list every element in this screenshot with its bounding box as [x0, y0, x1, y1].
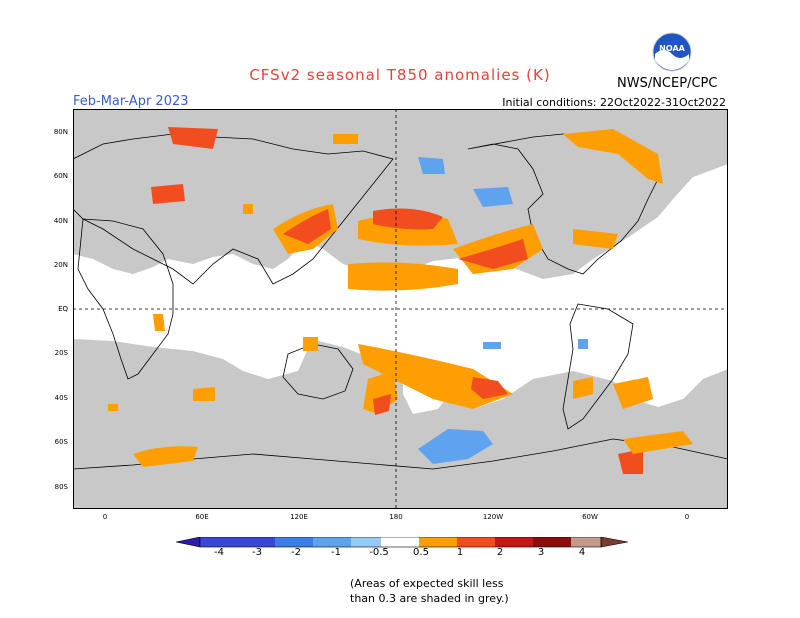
- color-legend: [176, 537, 628, 549]
- legend-swatch-5: [351, 537, 381, 547]
- legend-label-m3: -3: [252, 547, 262, 558]
- initial-conditions: Initial conditions: 22Oct2022-31Oct2022: [502, 96, 726, 109]
- legend-swatch-9: [495, 537, 533, 547]
- legend-label-1: 1: [457, 547, 463, 558]
- lat-label-80n: 80N: [50, 128, 68, 136]
- footnote-line-1: (Areas of expected skill less: [350, 576, 509, 591]
- legend-label-4: 4: [579, 547, 585, 558]
- legend-label-m4: -4: [214, 547, 224, 558]
- lat-label-eq: EQ: [50, 305, 68, 313]
- lon-label-0: 0: [103, 513, 107, 521]
- legend-label-3: 3: [538, 547, 544, 558]
- lon-label-120e: 120E: [290, 513, 308, 521]
- legend-arrow-low: [176, 537, 200, 547]
- lat-label-40n: 40N: [50, 217, 68, 225]
- lat-label-20n: 20N: [50, 261, 68, 269]
- logo-text: NOAA: [659, 44, 685, 53]
- lat-label-60n: 60N: [50, 172, 68, 180]
- legend-swatch-8: [457, 537, 495, 547]
- lon-label-0-east: 0: [685, 513, 689, 521]
- lon-label-60e: 60E: [195, 513, 208, 521]
- legend-label-2: 2: [497, 547, 503, 558]
- anomaly-map: [73, 109, 728, 509]
- lat-label-20s: 20S: [50, 349, 68, 357]
- legend-swatch-2: [237, 537, 275, 547]
- legend-arrow-high: [601, 537, 628, 547]
- season-label: Feb-Mar-Apr 2023: [73, 94, 189, 109]
- legend-swatch-10: [533, 537, 571, 547]
- lat-label-60s: 60S: [50, 438, 68, 446]
- legend-swatch-7: [419, 537, 457, 547]
- lat-label-40s: 40S: [50, 394, 68, 402]
- legend-swatch-11: [571, 537, 601, 547]
- legend-label-m05: -0.5: [369, 547, 389, 558]
- legend-swatch-1: [200, 537, 237, 547]
- lon-label-120w: 120W: [483, 513, 503, 521]
- legend-label-05: 0.5: [413, 547, 429, 558]
- legend-swatch-4: [313, 537, 351, 547]
- lat-label-80s: 80S: [50, 483, 68, 491]
- legend-swatch-6: [381, 537, 419, 547]
- footnote-line-2: than 0.3 are shaded in grey.): [350, 591, 509, 606]
- legend-label-m2: -2: [291, 547, 301, 558]
- agency-label: NWS/NCEP/CPC: [617, 76, 717, 91]
- lon-label-180: 180: [389, 513, 402, 521]
- legend-label-m1: -1: [331, 547, 341, 558]
- skill-footnote: (Areas of expected skill less than 0.3 a…: [350, 576, 509, 606]
- legend-swatch-3: [275, 537, 313, 547]
- lon-label-60w: 60W: [582, 513, 598, 521]
